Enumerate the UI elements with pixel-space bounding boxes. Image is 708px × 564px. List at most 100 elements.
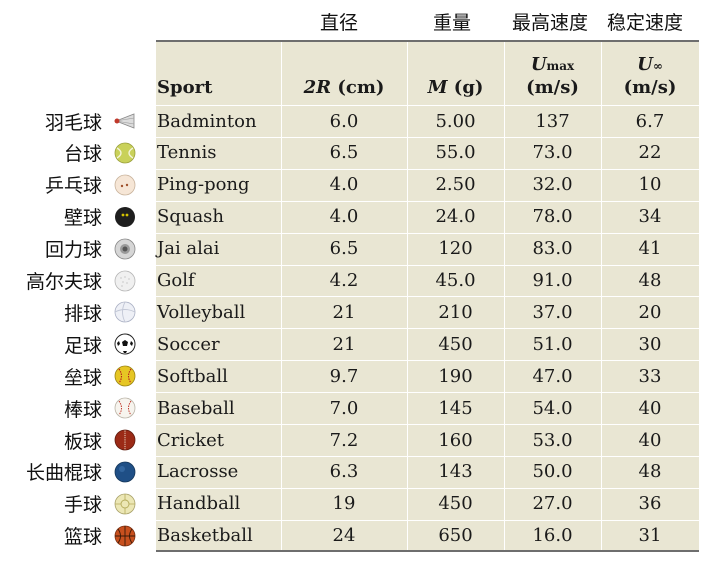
cell-diameter: 6.3 <box>329 461 359 483</box>
cell-sport: Golf <box>157 270 195 291</box>
baseball-icon <box>114 397 136 419</box>
cell-diameter: 21 <box>332 301 356 323</box>
shuttlecock-icon <box>114 113 135 129</box>
zh-sport-label: 羽毛球 <box>44 111 102 134</box>
cell-uinf: 36 <box>638 493 662 515</box>
cell-diameter: 6.5 <box>329 238 359 260</box>
cell-sport: Basketball <box>157 525 253 547</box>
cell-diameter: 4.0 <box>329 206 359 228</box>
uinf-unit: (m/s) <box>623 77 677 98</box>
row-divider <box>156 455 699 457</box>
cell-diameter: 4.2 <box>329 270 359 291</box>
diameter-variable: 2R <box>303 77 332 98</box>
header-divider <box>156 105 699 106</box>
uinf-variable: U <box>637 54 653 75</box>
golf-ball-icon <box>114 270 136 291</box>
column-header-diameter: 2R (cm) <box>281 42 407 105</box>
cell-diameter: 6.5 <box>329 142 359 164</box>
zh-sport-label: 台球 <box>63 143 102 166</box>
column-divider <box>407 42 408 550</box>
sports-ball-table: Sport 2R (cm) M (g) Umax (m/s) U∞ (m/s) … <box>156 40 699 552</box>
squash-ball-icon <box>115 206 135 227</box>
uinf-subscript: ∞ <box>652 59 663 73</box>
zh-sport-label: 排球 <box>63 302 102 325</box>
column-divider <box>601 42 602 550</box>
zh-sport-label: 棒球 <box>63 398 102 421</box>
mass-variable: M <box>427 77 448 98</box>
diameter-unit: (cm) <box>337 77 385 98</box>
cell-diameter: 7.2 <box>329 429 359 451</box>
softball-icon <box>114 365 136 387</box>
zh-header-max-speed: 最高速度 <box>512 12 589 34</box>
row-divider <box>156 360 699 362</box>
umax-subscript: max <box>546 59 575 73</box>
cell-sport: Ping-pong <box>157 174 250 196</box>
cell-uinf: 22 <box>638 142 662 164</box>
cell-mass: 2.50 <box>435 174 476 196</box>
cell-sport: Volleyball <box>157 301 246 323</box>
handball-icon <box>114 493 136 515</box>
cricket-ball-icon <box>114 429 136 451</box>
cell-uinf: 30 <box>638 333 662 355</box>
column-header-terminal-speed: U∞ (m/s) <box>601 42 699 105</box>
cell-sport: Cricket <box>157 429 225 451</box>
cell-mass: 45.0 <box>435 270 476 291</box>
column-header-max-speed: Umax (m/s) <box>504 42 601 105</box>
tennis-ball-icon <box>114 142 136 164</box>
cell-diameter: 7.0 <box>329 397 359 419</box>
zh-sport-label: 壁球 <box>63 207 102 230</box>
zh-sport-label: 高尔夫球 <box>25 271 102 293</box>
row-divider <box>156 328 699 330</box>
umax-variable: U <box>530 54 547 75</box>
cell-diameter: 19 <box>332 493 356 515</box>
cell-mass: 120 <box>438 238 473 260</box>
cell-mass: 145 <box>438 397 473 419</box>
column-divider <box>504 42 505 550</box>
column-divider <box>281 42 282 550</box>
column-header-mass: M (g) <box>407 42 504 105</box>
zh-sport-label: 长曲棍球 <box>25 462 102 485</box>
row-divider <box>156 296 699 298</box>
cell-sport: Softball <box>157 365 228 387</box>
cell-uinf: 10 <box>638 174 662 196</box>
row-divider <box>156 487 699 489</box>
cell-uinf: 6.7 <box>635 110 665 132</box>
cell-uinf: 48 <box>638 270 662 291</box>
cell-sport: Handball <box>157 493 241 515</box>
zh-header-weight: 重量 <box>433 12 472 34</box>
cell-uinf: 31 <box>638 525 662 547</box>
umax-unit: (m/s) <box>526 77 579 98</box>
row-divider <box>156 424 699 425</box>
zh-sport-label: 回力球 <box>44 239 102 262</box>
zh-sport-label: 垒球 <box>63 366 102 389</box>
mass-unit: (g) <box>453 77 484 98</box>
row-divider <box>156 232 699 234</box>
cell-mass: 210 <box>438 301 473 323</box>
cell-mass: 450 <box>438 493 473 515</box>
zh-sport-label: 篮球 <box>63 526 102 549</box>
cell-diameter: 21 <box>332 333 356 355</box>
cell-umax: 50.0 <box>532 461 573 483</box>
jai-alai-ball-icon <box>114 238 136 259</box>
cell-umax: 54.0 <box>532 397 573 419</box>
cell-uinf: 34 <box>638 206 662 228</box>
row-divider <box>156 519 699 521</box>
cell-umax: 32.0 <box>532 174 573 196</box>
row-divider <box>156 200 699 202</box>
cell-umax: 16.0 <box>532 525 573 547</box>
cell-mass: 5.00 <box>435 110 476 132</box>
cell-sport: Squash <box>157 206 225 228</box>
cell-umax: 47.0 <box>532 365 573 387</box>
zh-sport-label: 板球 <box>63 430 102 453</box>
cell-sport: Tennis <box>157 142 217 164</box>
cell-diameter: 4.0 <box>329 174 359 196</box>
cell-mass: 55.0 <box>435 142 476 164</box>
cell-mass: 190 <box>438 365 473 387</box>
row-divider <box>156 392 699 394</box>
cell-umax: 137 <box>535 110 570 132</box>
zh-header-diameter: 直径 <box>320 12 359 34</box>
cell-sport: Lacrosse <box>157 461 239 483</box>
row-divider <box>156 136 699 138</box>
volleyball-icon <box>114 301 136 323</box>
cell-umax: 51.0 <box>532 333 573 355</box>
